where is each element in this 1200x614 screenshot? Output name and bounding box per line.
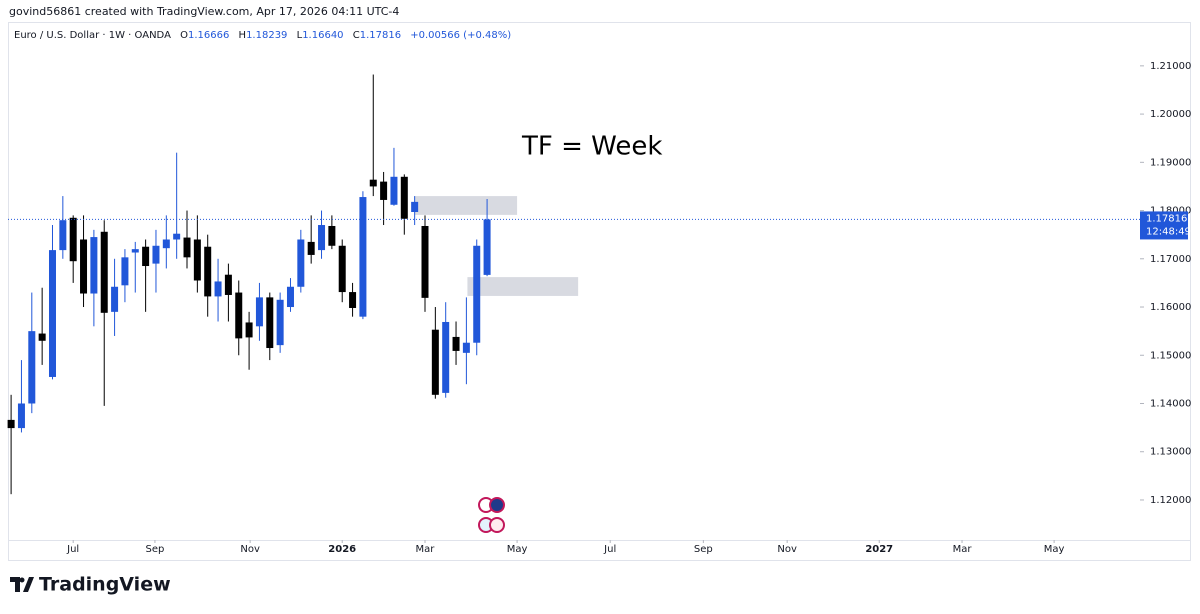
candle-body <box>462 342 470 353</box>
candle-body <box>214 281 222 297</box>
candle-body <box>400 176 408 219</box>
y-tick-label: 1.20000 <box>1150 109 1191 120</box>
candle-body <box>380 181 388 200</box>
candle-body <box>183 237 191 258</box>
candle-body <box>121 257 129 286</box>
x-tick-label: Nov <box>777 544 797 555</box>
y-tick-label: 1.18000 <box>1150 206 1191 217</box>
x-tick-label: Mar <box>953 544 973 555</box>
candle-body <box>204 246 212 297</box>
annotation: TF = Week <box>521 132 662 162</box>
candle-body <box>111 286 119 312</box>
candle-body <box>369 179 377 187</box>
ohlc-label: H <box>239 30 247 41</box>
x-tick-label: Jul <box>66 544 79 555</box>
candle-body <box>390 176 398 205</box>
zone <box>467 277 579 296</box>
candle-body <box>255 297 263 327</box>
candle-body <box>307 241 315 255</box>
countdown: 12:48:49 <box>1146 226 1191 237</box>
price-label-box <box>1140 211 1188 240</box>
x-tick-label: Sep <box>146 544 165 555</box>
candle-body <box>48 250 56 377</box>
candle-body <box>80 239 88 294</box>
candle-body <box>421 225 429 298</box>
candle-body <box>193 239 201 281</box>
candle-body <box>90 237 98 294</box>
icon <box>489 497 505 513</box>
change: +0.00566 (+0.48%) <box>410 30 511 41</box>
ohlc-value: 1.16666 <box>188 30 229 41</box>
candle-body <box>483 219 491 275</box>
candle-body <box>142 246 150 267</box>
chart-frame <box>8 22 1191 561</box>
x-tick-label: May <box>1044 544 1065 555</box>
candle-body <box>7 419 15 429</box>
credit: govind56861 created with TradingView.com… <box>9 5 399 18</box>
candle-body <box>276 299 284 346</box>
price-label: 1.17816 <box>1146 213 1187 224</box>
x-tick-label: Nov <box>240 544 260 555</box>
candle-body <box>224 274 232 295</box>
candle-body <box>473 245 481 343</box>
candle-body <box>297 239 305 287</box>
watermark-icons <box>478 497 505 533</box>
candle-body <box>59 220 67 251</box>
ohlc-label: O <box>180 30 188 41</box>
candle-body <box>17 403 25 429</box>
candle-body <box>286 286 294 308</box>
ohlc-label: L <box>297 30 303 41</box>
logo-mark <box>10 577 34 592</box>
brand-logo <box>10 577 34 592</box>
candle-body <box>235 292 243 339</box>
y-tick-label: 1.19000 <box>1150 157 1191 168</box>
x-tick-label: Jul <box>603 544 616 555</box>
candle-body <box>69 217 77 262</box>
y-tick-label: 1.13000 <box>1150 447 1191 458</box>
candle-body <box>28 331 36 404</box>
ohlc-value: 1.16640 <box>302 30 343 41</box>
x-tick-label: Mar <box>416 544 436 555</box>
y-tick-label: 1.17000 <box>1150 254 1191 265</box>
ohlc-value: 1.18239 <box>246 30 287 41</box>
candle-body <box>38 333 46 341</box>
candle-body <box>266 297 274 349</box>
candle-body <box>452 336 460 351</box>
candle-body <box>338 245 346 293</box>
y-tick-label: 1.12000 <box>1150 495 1191 506</box>
candle-body <box>162 239 170 249</box>
candle-body <box>100 231 108 313</box>
brand: TradingView <box>39 574 171 596</box>
x-tick-label: May <box>507 544 528 555</box>
x-tick-label: 2026 <box>328 544 356 555</box>
candle-body <box>245 322 253 338</box>
candle-body <box>442 321 450 393</box>
x-tick-label: Sep <box>694 544 713 555</box>
candle-body <box>359 197 367 317</box>
x-tick-label: 2027 <box>865 544 893 555</box>
ohlc-value: 1.17816 <box>360 30 401 41</box>
symbol: Euro / U.S. Dollar · 1W · OANDA <box>14 30 171 41</box>
candle-body <box>411 201 419 212</box>
candle-body <box>318 225 326 251</box>
candle-body <box>173 233 181 240</box>
candle-body <box>328 225 336 246</box>
logo-dot <box>19 577 25 583</box>
candle-body <box>349 292 357 308</box>
y-tick-label: 1.15000 <box>1150 350 1191 361</box>
legend-line: Euro / U.S. Dollar · 1W · OANDA O1.16666… <box>14 30 511 41</box>
y-tick-label: 1.14000 <box>1150 398 1191 409</box>
candle-body <box>131 249 139 253</box>
y-tick-label: 1.16000 <box>1150 302 1191 313</box>
y-tick-label: 1.21000 <box>1150 61 1191 72</box>
candle-body <box>431 329 439 395</box>
candle-body <box>152 245 160 264</box>
icon <box>489 517 505 533</box>
zone <box>414 196 518 215</box>
ohlc-label: C <box>353 30 360 41</box>
